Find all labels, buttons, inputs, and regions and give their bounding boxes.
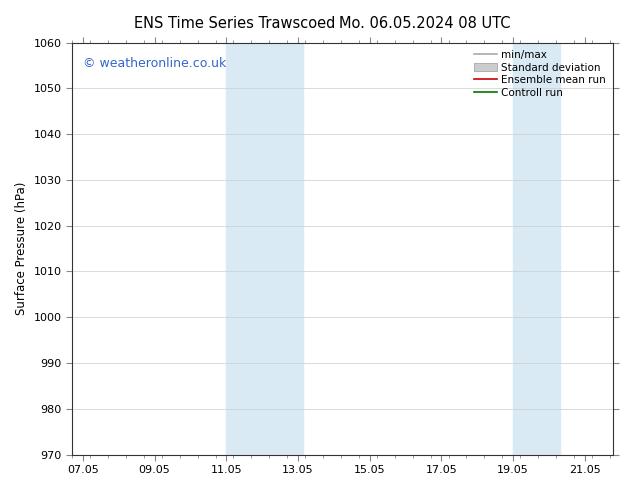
Bar	[513, 43, 560, 455]
Legend: min/max, Standard deviation, Ensemble mean run, Controll run: min/max, Standard deviation, Ensemble me…	[472, 48, 608, 100]
Y-axis label: Surface Pressure (hPa): Surface Pressure (hPa)	[15, 182, 28, 315]
Text: Mo. 06.05.2024 08 UTC: Mo. 06.05.2024 08 UTC	[339, 16, 510, 31]
Text: © weatheronline.co.uk: © weatheronline.co.uk	[83, 57, 226, 70]
Bar	[226, 43, 303, 455]
Text: ENS Time Series Trawscoed: ENS Time Series Trawscoed	[134, 16, 335, 31]
